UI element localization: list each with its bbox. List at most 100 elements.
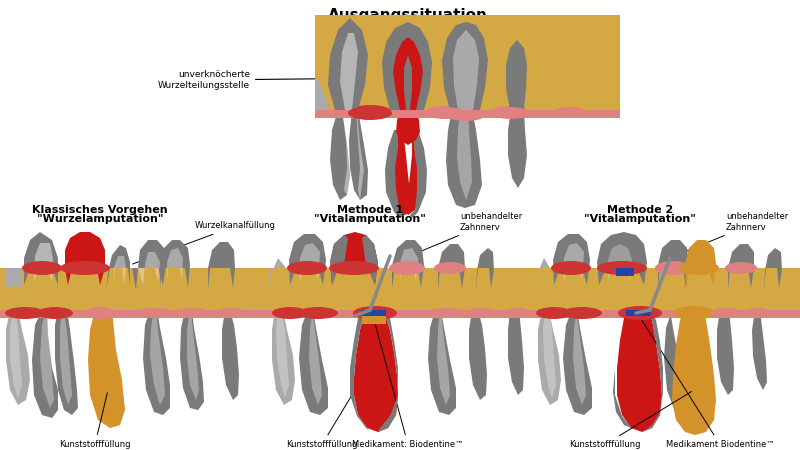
Polygon shape	[392, 38, 408, 110]
Text: Medikament: Biodentine™: Medikament: Biodentine™	[352, 323, 464, 449]
Polygon shape	[382, 22, 432, 110]
Ellipse shape	[22, 261, 62, 275]
Polygon shape	[222, 310, 239, 400]
Bar	[534, 268, 800, 310]
Polygon shape	[106, 245, 130, 290]
Ellipse shape	[5, 307, 45, 319]
Polygon shape	[55, 310, 78, 415]
Ellipse shape	[745, 308, 771, 318]
Polygon shape	[138, 252, 160, 285]
Polygon shape	[340, 33, 358, 110]
Polygon shape	[573, 310, 586, 405]
Bar	[0, 310, 267, 318]
Text: "Vitalamputation": "Vitalamputation"	[584, 214, 696, 224]
Polygon shape	[342, 110, 350, 195]
Polygon shape	[597, 232, 647, 285]
Ellipse shape	[551, 261, 591, 275]
Ellipse shape	[597, 261, 647, 275]
Polygon shape	[457, 110, 472, 200]
Ellipse shape	[674, 306, 714, 320]
Polygon shape	[453, 30, 479, 110]
Polygon shape	[717, 310, 734, 395]
Polygon shape	[315, 80, 330, 110]
Text: Ausgangssituation: Ausgangssituation	[328, 8, 488, 23]
Polygon shape	[276, 310, 289, 398]
Polygon shape	[764, 248, 782, 290]
Polygon shape	[400, 248, 418, 282]
Polygon shape	[82, 310, 90, 318]
Polygon shape	[40, 310, 54, 408]
Polygon shape	[167, 248, 183, 282]
Bar	[534, 310, 800, 318]
Ellipse shape	[536, 307, 572, 319]
Ellipse shape	[329, 261, 379, 275]
Polygon shape	[453, 30, 479, 110]
Bar	[534, 268, 800, 310]
Polygon shape	[378, 310, 398, 432]
Polygon shape	[442, 22, 488, 110]
Ellipse shape	[37, 307, 73, 319]
Polygon shape	[506, 40, 527, 110]
Polygon shape	[289, 234, 326, 285]
Polygon shape	[393, 37, 423, 110]
Polygon shape	[442, 22, 488, 110]
Polygon shape	[362, 235, 378, 285]
Bar	[267, 268, 534, 310]
Ellipse shape	[137, 308, 173, 318]
Ellipse shape	[348, 106, 392, 120]
Bar	[315, 110, 620, 118]
Ellipse shape	[448, 111, 484, 121]
Polygon shape	[150, 310, 165, 405]
Ellipse shape	[60, 261, 110, 275]
Ellipse shape	[348, 105, 392, 119]
Polygon shape	[309, 310, 322, 405]
Bar	[267, 310, 534, 318]
Text: "Wurzelamputation": "Wurzelamputation"	[37, 214, 163, 224]
Text: Kunststofffüllung: Kunststofffüllung	[286, 392, 358, 449]
Polygon shape	[626, 310, 651, 316]
Polygon shape	[404, 55, 412, 110]
Ellipse shape	[655, 261, 691, 275]
Ellipse shape	[389, 261, 425, 275]
Polygon shape	[446, 110, 482, 208]
Text: Methode 1: Methode 1	[337, 205, 403, 215]
Polygon shape	[563, 310, 592, 415]
Polygon shape	[437, 310, 450, 405]
Polygon shape	[428, 310, 456, 415]
Polygon shape	[104, 310, 114, 320]
Polygon shape	[330, 235, 348, 285]
Text: Klassisches Vorgehen: Klassisches Vorgehen	[32, 205, 168, 215]
Text: Methode 2: Methode 2	[607, 205, 673, 215]
Polygon shape	[390, 132, 410, 215]
Bar	[315, 110, 620, 118]
Polygon shape	[362, 316, 386, 324]
Bar	[315, 15, 620, 110]
Polygon shape	[330, 232, 378, 285]
Polygon shape	[685, 240, 716, 285]
Ellipse shape	[618, 306, 662, 320]
Polygon shape	[617, 310, 662, 432]
Polygon shape	[34, 243, 53, 282]
Polygon shape	[508, 110, 527, 188]
Polygon shape	[6, 310, 30, 405]
Polygon shape	[5, 268, 22, 290]
Polygon shape	[315, 80, 330, 110]
Polygon shape	[32, 310, 58, 418]
Ellipse shape	[492, 106, 528, 118]
Bar	[315, 15, 620, 110]
Polygon shape	[728, 244, 754, 290]
Polygon shape	[553, 234, 590, 285]
Polygon shape	[349, 110, 368, 200]
Polygon shape	[60, 310, 72, 405]
Polygon shape	[613, 310, 631, 428]
Polygon shape	[328, 18, 368, 110]
Polygon shape	[328, 18, 368, 110]
Text: unbehandelter
Zahnnerv: unbehandelter Zahnnerv	[398, 212, 522, 261]
Bar	[267, 268, 534, 310]
Ellipse shape	[427, 308, 463, 318]
Polygon shape	[438, 244, 465, 290]
Polygon shape	[664, 310, 685, 415]
Text: Wurzelkanalfüllung: Wurzelkanalfüllung	[133, 221, 276, 264]
Polygon shape	[330, 110, 350, 200]
Ellipse shape	[711, 308, 741, 318]
